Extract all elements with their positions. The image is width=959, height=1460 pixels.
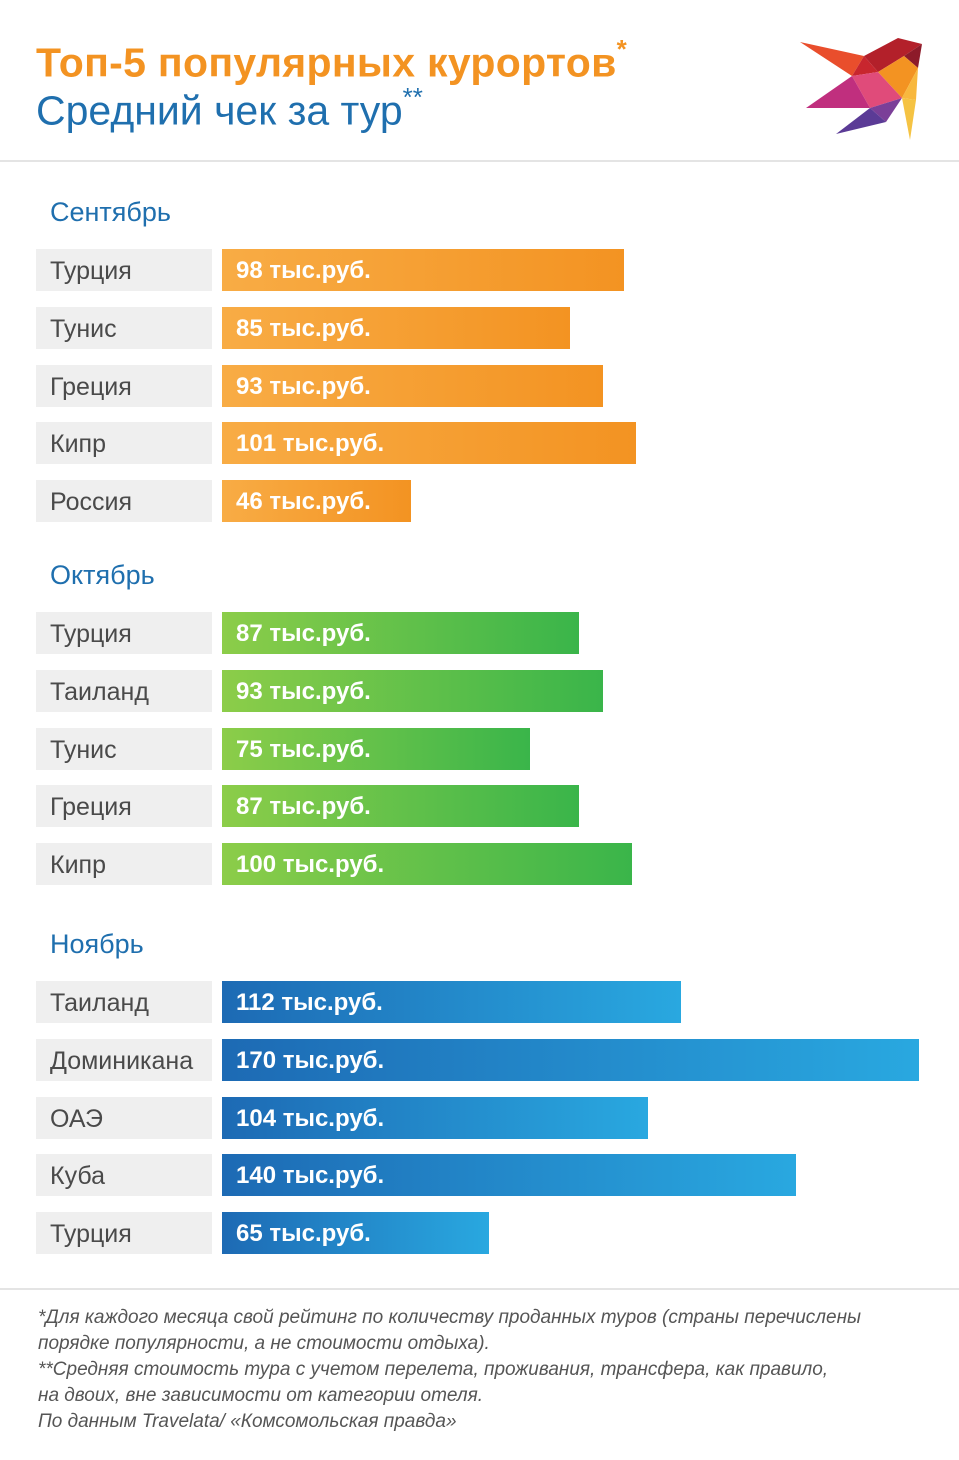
bar: 65 тыс.руб. xyxy=(222,1212,489,1254)
bar: 46 тыс.руб. xyxy=(222,480,411,522)
bar: 98 тыс.руб. xyxy=(222,249,624,291)
title-footnote-mark: * xyxy=(616,34,628,64)
bar-row: Таиланд 93 тыс.руб. xyxy=(0,670,959,712)
bar: 87 тыс.руб. xyxy=(222,785,579,827)
category-label: Турция xyxy=(36,612,212,654)
footnote-line: *Для каждого месяца свой рейтинг по коли… xyxy=(38,1307,862,1328)
bar-row: Россия 46 тыс.руб. xyxy=(0,480,959,522)
category-label: Куба xyxy=(36,1154,212,1196)
header: Топ-5 популярных курортов* Средний чек з… xyxy=(0,0,959,162)
bar-row: Куба 140 тыс.руб. xyxy=(0,1154,959,1196)
bar-row: Турция 87 тыс.руб. xyxy=(0,612,959,654)
bar: 93 тыс.руб. xyxy=(222,670,603,712)
category-label: Греция xyxy=(36,785,212,827)
bar-row: Турция 98 тыс.руб. xyxy=(0,249,959,291)
bar-row: Турция 65 тыс.руб. xyxy=(0,1212,959,1254)
bar: 75 тыс.руб. xyxy=(222,728,530,770)
footnote-line: на двоих, вне зависимости от категории о… xyxy=(38,1385,483,1406)
bar: 93 тыс.руб. xyxy=(222,365,603,407)
category-label: Таиланд xyxy=(36,981,212,1023)
source-line: По данным Travelata/ «Комсомольская прав… xyxy=(38,1411,457,1432)
bar: 101 тыс.руб. xyxy=(222,422,636,464)
bar-row: Таиланд 112 тыс.руб. xyxy=(0,981,959,1023)
title-text: Топ-5 популярных курортов xyxy=(36,39,617,86)
bar: 104 тыс.руб. xyxy=(222,1097,648,1139)
header-divider xyxy=(0,160,959,162)
subtitle: Средний чек за тур** xyxy=(36,82,423,135)
bar: 170 тыс.руб. xyxy=(222,1039,919,1081)
subtitle-text: Средний чек за тур xyxy=(36,87,403,134)
bird-logo-icon xyxy=(800,38,922,140)
category-label: Таиланд xyxy=(36,670,212,712)
subtitle-footnote-mark: ** xyxy=(402,82,423,112)
category-label: Кипр xyxy=(36,843,212,885)
footnotes: *Для каждого месяца свой рейтинг по коли… xyxy=(38,1305,928,1435)
category-label: Кипр xyxy=(36,422,212,464)
category-label: Греция xyxy=(36,365,212,407)
bar-row: Кипр 100 тыс.руб. xyxy=(0,843,959,885)
category-label: Тунис xyxy=(36,728,212,770)
month-label: Ноябрь xyxy=(50,929,144,959)
bar: 87 тыс.руб. xyxy=(222,612,579,654)
category-label: ОАЭ xyxy=(36,1097,212,1139)
bar-row: Кипр 101 тыс.руб. xyxy=(0,422,959,464)
bar-row: ОАЭ 104 тыс.руб. xyxy=(0,1097,959,1139)
category-label: Турция xyxy=(36,1212,212,1254)
bar: 85 тыс.руб. xyxy=(222,307,570,349)
bar-row: Тунис 75 тыс.руб. xyxy=(0,728,959,770)
footnote-line: порядке популярности, а не стоимости отд… xyxy=(38,1333,490,1354)
bar-row: Греция 93 тыс.руб. xyxy=(0,365,959,407)
category-label: Турция xyxy=(36,249,212,291)
bar: 140 тыс.руб. xyxy=(222,1154,796,1196)
footer-divider xyxy=(0,1288,959,1290)
month-label: Сентябрь xyxy=(50,197,171,227)
bar-row: Тунис 85 тыс.руб. xyxy=(0,307,959,349)
category-label: Тунис xyxy=(36,307,212,349)
title: Топ-5 популярных курортов* xyxy=(36,34,627,87)
month-label: Октябрь xyxy=(50,560,155,590)
bar: 100 тыс.руб. xyxy=(222,843,632,885)
bar-row: Греция 87 тыс.руб. xyxy=(0,785,959,827)
category-label: Доминикана xyxy=(36,1039,212,1081)
bar-row: Доминикана 170 тыс.руб. xyxy=(0,1039,959,1081)
footnote-line: **Средняя стоимость тура с учетом переле… xyxy=(38,1359,829,1380)
category-label: Россия xyxy=(36,480,212,522)
bar: 112 тыс.руб. xyxy=(222,981,681,1023)
